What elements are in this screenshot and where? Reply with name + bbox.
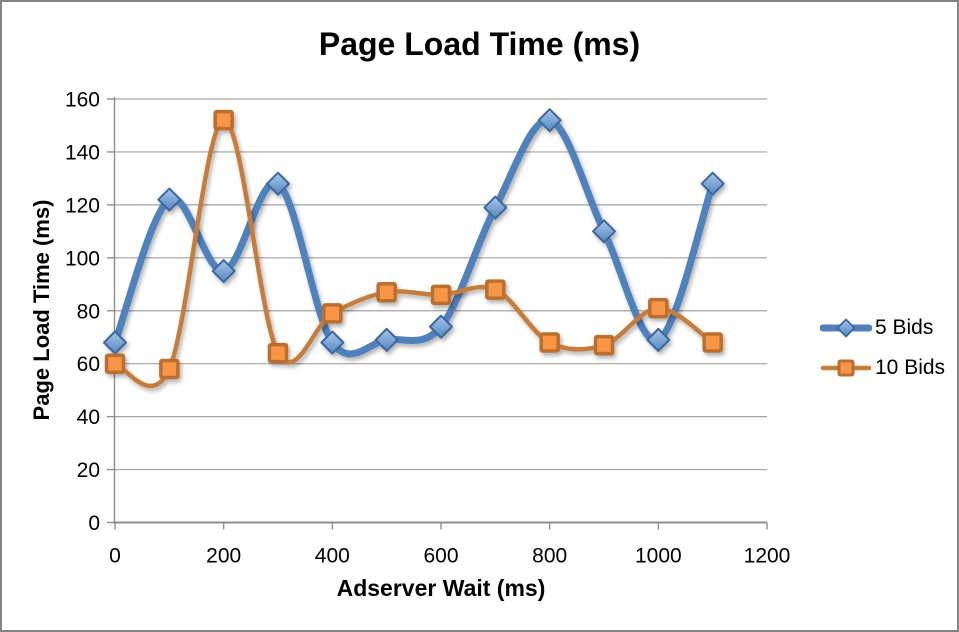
legend-label-5-bids: 5 Bids <box>875 316 934 339</box>
legend-item-5-bids: 5 Bids <box>820 314 945 342</box>
svg-text:80: 80 <box>77 300 100 323</box>
svg-text:140: 140 <box>65 141 100 164</box>
svg-text:0: 0 <box>88 512 100 535</box>
legend-line-square-icon <box>820 359 872 377</box>
legend-line-diamond-icon <box>820 318 872 338</box>
x-axis-title: Adserver Wait (ms) <box>336 575 546 601</box>
legend-item-10-bids: 10 Bids <box>820 354 945 382</box>
svg-text:60: 60 <box>77 353 100 376</box>
svg-text:100: 100 <box>65 247 100 270</box>
svg-text:200: 200 <box>206 545 241 568</box>
svg-text:120: 120 <box>65 194 100 217</box>
svg-text:400: 400 <box>315 545 350 568</box>
svg-text:600: 600 <box>423 545 458 568</box>
svg-text:160: 160 <box>65 89 100 112</box>
legend: 5 Bids 10 Bids <box>820 314 945 382</box>
svg-text:1000: 1000 <box>635 545 682 568</box>
svg-text:40: 40 <box>77 406 100 429</box>
svg-text:800: 800 <box>532 545 567 568</box>
svg-text:1200: 1200 <box>744 545 791 568</box>
svg-text:20: 20 <box>77 459 100 482</box>
legend-label-10-bids: 10 Bids <box>875 356 946 379</box>
chart-title: Page Load Time (ms) <box>318 26 641 62</box>
svg-text:0: 0 <box>109 545 121 568</box>
